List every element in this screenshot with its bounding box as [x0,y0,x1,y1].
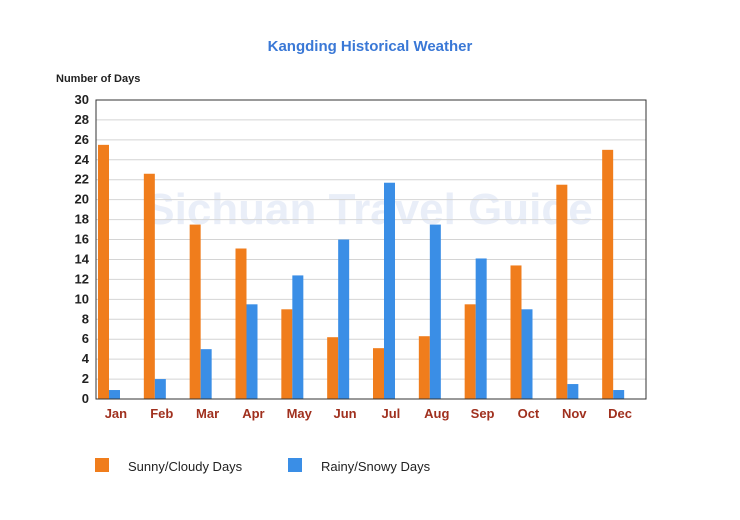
bar-rainy-jul [384,182,395,399]
y-tick-label: 6 [82,331,89,346]
bar-rainy-aug [429,224,441,399]
bar-sunny-nov [556,184,568,399]
plot-border [95,99,647,400]
bar-sunny-may [281,309,293,399]
watermark-text: Sichuan Travel Guide [145,185,592,234]
y-tick-label: 14 [75,251,90,266]
y-axis-label: Number of Days [56,73,140,85]
x-tick-label: Jan [105,406,127,421]
x-tick-label: Mar [196,406,219,421]
y-tick-label: 22 [75,172,89,187]
bar-sunny-dec [602,149,614,399]
x-tick-label: Feb [150,406,173,421]
y-tick-label: 20 [75,192,89,207]
y-tick-label: 30 [75,92,89,107]
bar-rainy-dec [613,390,625,399]
bar-rainy-nov [567,384,579,399]
bar-sunny-jan [98,144,109,399]
y-tick-label: 28 [75,112,89,127]
y-tick-label: 18 [75,212,89,227]
x-tick-label: May [287,406,313,421]
bar-rainy-mar [200,349,212,399]
x-axis-ticks: Jan Feb Mar Apr May Jun Jul Aug Sep Oct Nov Dec [105,406,632,421]
x-tick-label: Aug [424,406,449,421]
bar-sunny-feb [143,173,155,399]
x-tick-label: Oct [518,406,540,421]
bars-group [98,144,625,399]
plot-frame [95,99,647,400]
bar-sunny-aug [418,336,430,399]
bar-rainy-apr [246,304,258,399]
bar-sunny-mar [189,224,201,399]
bar-sunny-sep [464,304,476,399]
grid-lines [96,99,646,400]
x-tick-label: Nov [562,406,587,421]
y-tick-label: 2 [82,371,89,386]
bar-sunny-jul [373,348,384,399]
bar-rainy-feb [154,379,166,399]
legend: Sunny/Cloudy Days Rainy/Snowy Days [95,458,431,474]
y-tick-label: 24 [75,152,90,167]
x-tick-label: Apr [242,406,264,421]
y-tick-label: 26 [75,132,89,147]
x-tick-label: Jul [382,406,401,421]
y-tick-label: 12 [75,271,89,286]
x-tick-label: Jun [334,406,357,421]
chart-title: Kangding Historical Weather [268,38,473,55]
legend-swatch-sunny [95,458,109,472]
y-tick-label: 16 [75,232,89,247]
bar-sunny-apr [235,248,247,399]
x-tick-label: Sep [471,406,495,421]
legend-swatch-rainy [288,458,302,472]
y-tick-label: 8 [82,311,89,326]
legend-label-rainy: Rainy/Snowy Days [321,459,431,474]
legend-label-sunny: Sunny/Cloudy Days [128,459,243,474]
bar-sunny-jun [327,337,339,399]
y-tick-label: 0 [82,391,89,406]
bar-rainy-may [292,275,304,399]
bar-rainy-jun [338,239,350,399]
bar-rainy-sep [475,258,487,399]
x-tick-label: Dec [608,406,632,421]
y-tick-label: 4 [82,351,90,366]
y-tick-label: 10 [75,291,89,306]
bar-sunny-oct [510,265,522,399]
bar-rainy-oct [521,309,533,399]
bar-rainy-jan [109,390,120,399]
